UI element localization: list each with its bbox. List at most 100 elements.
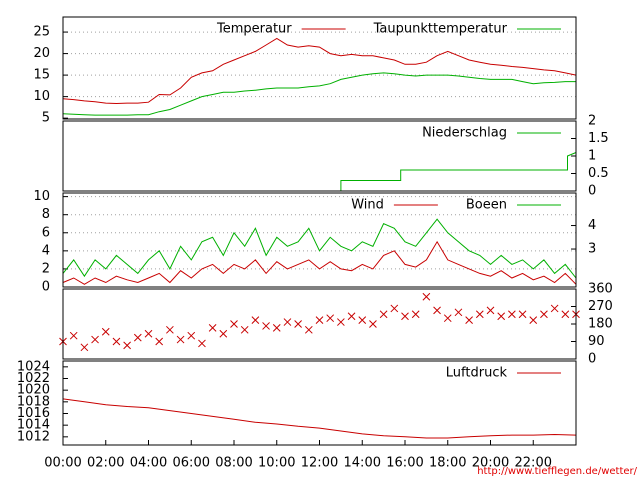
x-tick-label: 08:00 (215, 456, 252, 471)
y2-tick-label: 4 (588, 218, 596, 233)
series-line (63, 152, 577, 192)
series-line (62, 218, 577, 279)
x-tick-label: 06:00 (173, 456, 210, 471)
direction-point (230, 320, 238, 328)
direction-point (80, 343, 89, 352)
direction-point (422, 292, 431, 301)
direction-point (465, 316, 473, 324)
legend-label: Taupunkttemperatur (373, 22, 508, 37)
panel-frame (62, 16, 577, 120)
y-tick-label: 1012 (17, 429, 50, 444)
direction-point (379, 310, 388, 319)
direction-point (518, 310, 527, 319)
direction-point (486, 306, 495, 315)
y-tick-label: 90 (588, 334, 605, 349)
direction-point (123, 341, 131, 350)
direction-point (144, 329, 153, 338)
y-tick-label: 4 (42, 243, 50, 258)
direction-point (433, 306, 441, 315)
panel-frame (62, 360, 577, 446)
series-line (62, 37, 577, 105)
x-tick-label: 10:00 (258, 456, 295, 471)
direction-point (133, 333, 142, 342)
direction-point (187, 331, 196, 340)
y-tick-label: 25 (33, 25, 50, 40)
y-tick-label: 1024 (17, 359, 50, 374)
y-tick-label: 6 (42, 225, 50, 240)
x-tick-label: 12:00 (301, 456, 338, 471)
direction-point (508, 310, 516, 319)
y-tick-label: 1 (588, 149, 596, 164)
y-tick-label: 2 (42, 261, 50, 276)
direction-point (155, 337, 164, 346)
direction-point (561, 310, 570, 319)
direction-point (251, 316, 260, 324)
y-tick-label: 1020 (17, 383, 50, 398)
x-tick-label: 20:00 (472, 456, 509, 471)
footer-url: http://www.tiefflegen.de/wetter/ (477, 466, 637, 477)
legend-label: Wind (351, 198, 384, 213)
direction-point (443, 314, 452, 323)
y-tick-label: 180 (588, 317, 613, 332)
legend-label: Temperatur (216, 22, 292, 37)
panel-frame (62, 120, 577, 192)
x-tick-label: 22:00 (515, 456, 552, 471)
panel-frame (62, 192, 577, 288)
direction-point (219, 329, 228, 338)
y-tick-label: 5 (42, 111, 50, 126)
y-tick-label: 20 (33, 46, 50, 61)
series-line (62, 398, 577, 439)
y-tick-label: 360 (588, 282, 613, 297)
y2-tick-label: 3 (588, 242, 596, 257)
direction-point (240, 325, 249, 334)
series-line (62, 240, 577, 285)
direction-point (550, 304, 559, 313)
direction-point (326, 314, 335, 323)
direction-point (176, 335, 185, 344)
y-tick-label: 10 (33, 89, 50, 104)
direction-point (198, 339, 206, 348)
legend-label: Niederschlag (422, 126, 507, 141)
direction-point (390, 304, 399, 313)
y-tick-label: 0.5 (588, 166, 609, 181)
y-tick-label: 1014 (17, 418, 50, 433)
direction-point (304, 325, 313, 334)
series-line (62, 72, 576, 116)
y-tick-label: 8 (42, 207, 50, 222)
x-tick-label: 18:00 (429, 456, 466, 471)
direction-point (283, 318, 292, 326)
y-tick-label: 0 (42, 280, 50, 295)
x-tick-label: 00:00 (44, 456, 81, 471)
x-tick-label: 04:00 (130, 456, 167, 471)
panel-frame (62, 288, 577, 360)
x-tick-label: 02:00 (87, 456, 124, 471)
direction-point (347, 312, 356, 321)
y-tick-label: 0 (588, 352, 596, 367)
y-tick-label: 15 (33, 68, 50, 83)
direction-point (91, 335, 99, 344)
direction-point (112, 337, 121, 346)
direction-point (529, 316, 538, 324)
y-tick-label: 2 (588, 114, 596, 129)
y-tick-label: 270 (588, 299, 613, 314)
direction-point (369, 320, 377, 328)
y-tick-label: 1016 (17, 406, 50, 421)
direction-point (272, 324, 281, 332)
x-tick-label: 16:00 (386, 456, 423, 471)
y-tick-label: 1.5 (588, 131, 609, 146)
direction-point (262, 322, 270, 330)
direction-point (497, 312, 506, 321)
y-tick-label: 1022 (17, 371, 50, 386)
direction-point (101, 327, 110, 336)
y-tick-label: 10 (33, 189, 50, 204)
legend-label: Luftdruck (446, 366, 508, 381)
legend-label: Boeen (466, 198, 507, 213)
direction-point (358, 316, 367, 324)
direction-point (337, 318, 345, 326)
direction-point (475, 310, 484, 319)
direction-point (401, 312, 409, 321)
direction-point (411, 310, 420, 319)
direction-point (315, 316, 324, 324)
